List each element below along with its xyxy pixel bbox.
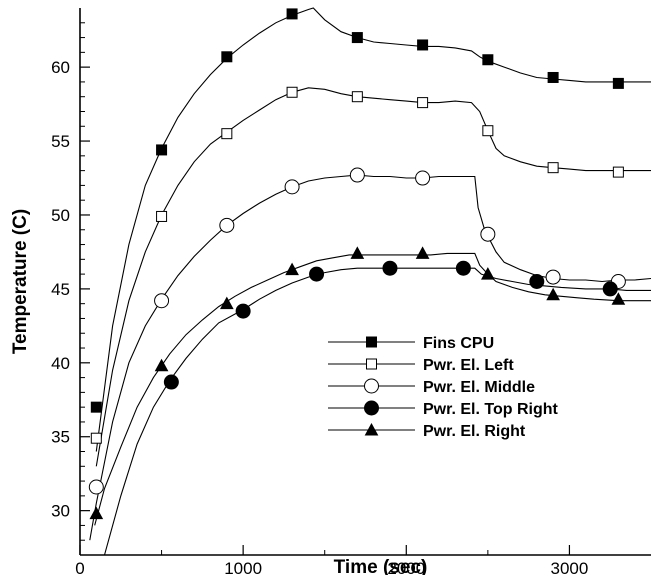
legend-label: Pwr. El. Middle (423, 379, 535, 396)
legend: Fins CPU Pwr. El. Left Pwr. El. Middle Pwr.… (328, 335, 558, 440)
data-point (351, 91, 363, 103)
data-point (417, 39, 429, 51)
series-pwr-el-top-right (103, 260, 651, 556)
data-point (219, 217, 235, 233)
data-point (351, 32, 363, 44)
data-point (612, 77, 624, 89)
data-point (545, 269, 561, 285)
data-point (219, 296, 234, 310)
data-point (350, 246, 365, 259)
data-point (154, 358, 169, 372)
data-point (285, 262, 299, 276)
y-tick-label: 40 (51, 354, 70, 373)
data-point (547, 71, 559, 83)
legend-label: Pwr. El. Top Right (423, 401, 558, 418)
x-axis-title: Time (sec) (334, 557, 428, 575)
legend-item: Pwr. El. Middle (328, 378, 535, 396)
data-point (309, 266, 325, 282)
data-point (612, 166, 624, 178)
data-point (455, 260, 471, 276)
series-line (89, 174, 652, 541)
legend-item: Pwr. El. Left (328, 357, 514, 374)
legend-item: Pwr. El. Right (328, 422, 526, 440)
data-point (156, 144, 168, 156)
legend-marker (364, 378, 379, 394)
y-tick-label: 60 (51, 58, 70, 77)
data-point (90, 432, 102, 444)
data-point (284, 179, 300, 195)
data-point (481, 267, 495, 280)
data-point (154, 293, 170, 309)
x-tick-label: 3000 (551, 559, 589, 575)
x-tick-label: 1000 (224, 559, 262, 575)
data-point (611, 292, 626, 305)
data-point (547, 162, 559, 174)
series-pwr-el-left (90, 86, 651, 467)
legend-marker (364, 422, 379, 436)
data-point (235, 303, 251, 319)
data-point (415, 170, 431, 186)
data-point (417, 97, 429, 109)
data-point (286, 8, 298, 20)
x-tick-label: 2000 (387, 559, 425, 575)
series-pwr-el-middle (88, 167, 652, 541)
data-point (382, 260, 398, 276)
data-point (221, 51, 233, 63)
data-point (156, 210, 168, 222)
data-point (482, 125, 494, 137)
series-fins-cpu (90, 7, 651, 452)
data-point (89, 506, 104, 520)
series-layer (88, 7, 652, 556)
series-line (94, 252, 651, 526)
legend-label: Fins CPU (423, 335, 494, 352)
data-point (221, 128, 233, 140)
y-axis-title: Temperature (C) (10, 209, 31, 354)
data-point (602, 281, 618, 297)
series-pwr-el-right (89, 246, 651, 526)
data-point (529, 274, 545, 289)
data-point (163, 374, 179, 390)
data-point (546, 287, 560, 301)
legend-marker (366, 358, 377, 370)
legend-item: Pwr. El. Top Right (328, 400, 558, 418)
y-tick-label: 30 (51, 502, 70, 521)
data-point (88, 479, 104, 495)
data-point (415, 246, 430, 259)
x-tick-label: 0 (75, 559, 84, 575)
axes: 0 1000 2000 3000 30 35 40 45 50 55 60 (51, 8, 651, 575)
legend-label: Pwr. El. Left (423, 357, 514, 374)
legend-marker (366, 336, 377, 348)
legend-item: Fins CPU (328, 335, 494, 352)
data-point (286, 86, 298, 98)
y-tick-label: 55 (51, 132, 70, 151)
legend-label: Pwr. El. Right (423, 423, 526, 440)
legend-marker (364, 400, 379, 416)
data-point (90, 401, 102, 413)
y-tick-label: 50 (51, 206, 70, 225)
data-point (480, 226, 496, 242)
y-tick-label: 35 (51, 428, 70, 447)
y-tick-label: 45 (51, 280, 70, 299)
data-point (482, 54, 494, 66)
data-point (349, 167, 365, 183)
